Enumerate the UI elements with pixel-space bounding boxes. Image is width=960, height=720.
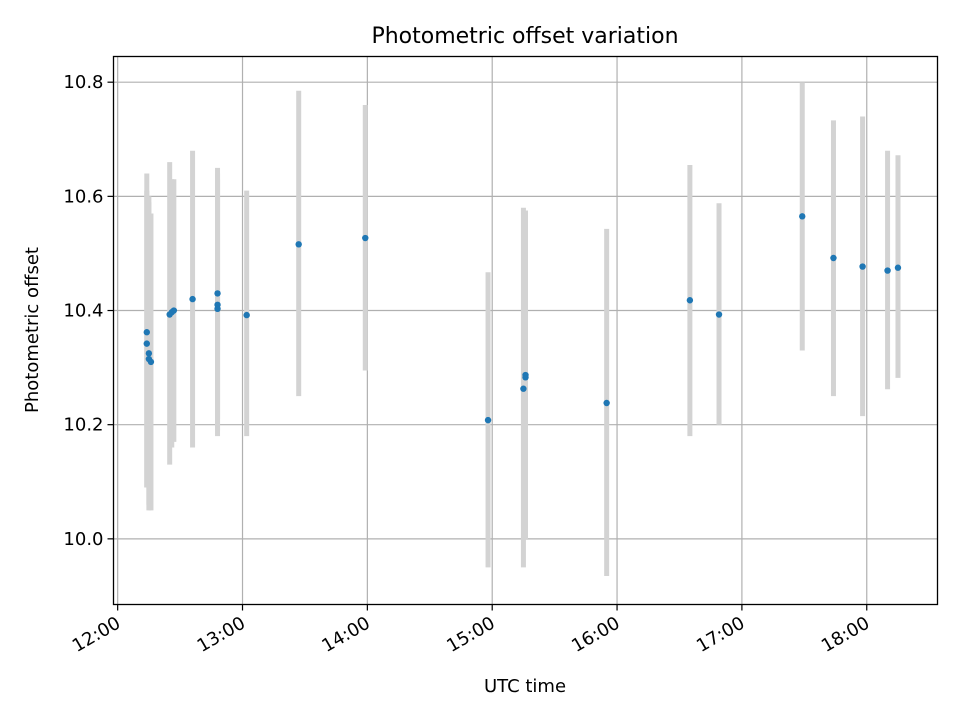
data-point	[894, 264, 902, 271]
data-point	[715, 311, 723, 318]
y-tick-label: 10.6	[63, 186, 103, 207]
data-point	[884, 267, 891, 274]
data-point	[147, 358, 155, 366]
chart-title: Photometric offset variation	[371, 24, 678, 49]
data-points	[143, 213, 902, 424]
x-axis-label: UTC time	[484, 676, 566, 697]
error-bars	[144, 82, 901, 576]
x-tick-label: 18:00	[818, 613, 873, 657]
data-point	[243, 311, 250, 319]
x-tick-label: 15:00	[443, 613, 498, 657]
data-point	[859, 263, 866, 270]
data-point	[170, 307, 178, 314]
data-point	[362, 234, 369, 242]
y-tick-label: 10.4	[63, 301, 103, 322]
data-point	[143, 340, 150, 347]
data-point	[830, 254, 837, 262]
data-point	[686, 297, 694, 304]
y-axis-label: Photometric offset	[22, 247, 43, 413]
data-point	[214, 305, 221, 313]
y-tick-label: 10.0	[63, 529, 103, 550]
x-tick-label: 12:00	[69, 613, 124, 657]
x-tick-label: 13:00	[194, 613, 249, 657]
x-axis-ticks: 12:00 13:00 14:00 15:00 16:00 17:00 18:00	[69, 604, 873, 657]
x-tick-label: 16:00	[568, 613, 623, 657]
data-point	[143, 329, 150, 336]
x-tick-label: 14:00	[318, 613, 373, 657]
data-point	[145, 350, 153, 357]
data-point	[484, 416, 492, 424]
data-point	[189, 295, 196, 303]
y-axis-ticks: 10.0 10.2 10.4 10.6 10.8	[63, 72, 114, 550]
data-point	[520, 385, 527, 392]
data-point	[214, 290, 221, 297]
data-point	[522, 371, 529, 379]
y-tick-label: 10.2	[63, 415, 103, 436]
data-point	[295, 241, 302, 248]
data-point	[799, 213, 806, 220]
y-tick-label: 10.8	[63, 72, 103, 93]
x-tick-label: 17:00	[693, 613, 748, 657]
data-point	[603, 399, 610, 407]
plot-frame	[112, 55, 939, 606]
